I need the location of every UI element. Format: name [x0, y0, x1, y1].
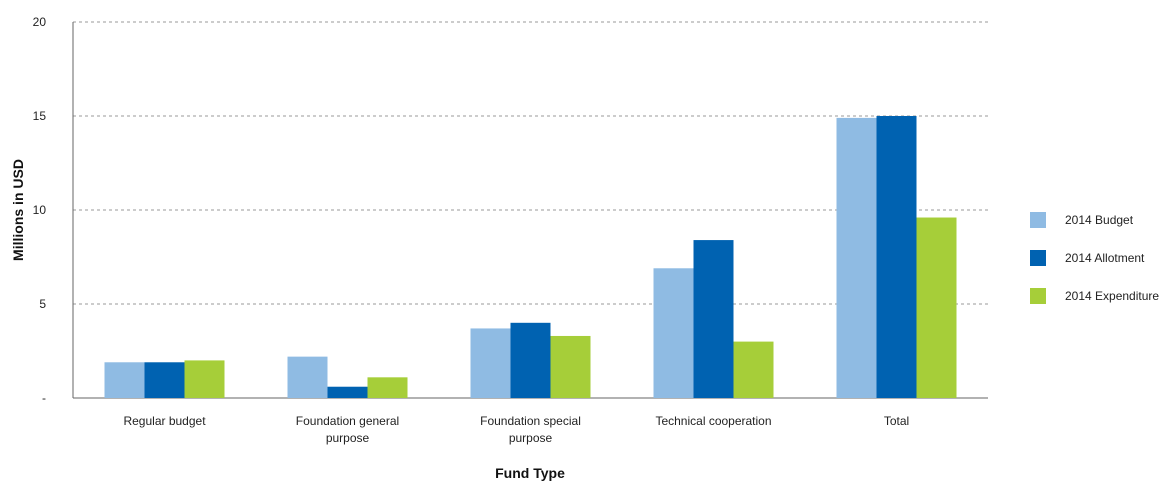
- bar: [916, 217, 957, 398]
- bar: [876, 116, 917, 398]
- bar: [470, 328, 511, 398]
- bar: [733, 341, 774, 398]
- bar: [550, 335, 591, 398]
- legend-label: 2014 Allotment: [1065, 251, 1145, 265]
- bar: [653, 268, 694, 398]
- x-tick-label-line: Total: [884, 414, 909, 428]
- bars: [104, 116, 957, 398]
- y-tick-label: -: [42, 391, 46, 405]
- y-tick-labels: - 5 10 15 20: [33, 15, 47, 405]
- bar: [287, 356, 328, 398]
- legend-label: 2014 Budget: [1065, 213, 1134, 227]
- x-tick-label: Regular budget: [123, 414, 206, 428]
- legend-swatch: [1030, 212, 1046, 228]
- x-tick-label: Technical cooperation: [655, 414, 771, 428]
- bar: [144, 362, 185, 398]
- legend: 2014 Budget 2014 Allotment 2014 Expenditur…: [1030, 212, 1159, 304]
- x-tick-label-line: purpose: [326, 431, 370, 445]
- x-tick-label-line: Regular budget: [123, 414, 206, 428]
- y-axis-title: Millions in USD: [10, 159, 26, 261]
- x-tick-label-line: purpose: [509, 431, 553, 445]
- legend-swatch: [1030, 250, 1046, 266]
- bar: [510, 322, 551, 398]
- x-tick-label-line: Foundation special: [480, 414, 581, 428]
- bar: [327, 386, 368, 398]
- y-tick-label: 5: [39, 297, 46, 311]
- x-tick-label-line: Technical cooperation: [655, 414, 771, 428]
- x-tick-label: Foundation special purpose: [480, 414, 581, 445]
- bar: [367, 377, 408, 398]
- bar: [836, 117, 877, 398]
- legend-label: 2014 Expenditure: [1065, 289, 1159, 303]
- x-tick-label-line: Foundation general: [296, 414, 399, 428]
- grid-lines: [73, 21, 988, 305]
- x-axis-title: Fund Type: [495, 465, 565, 481]
- x-tick-labels: Regular budget Foundation general purposeF…: [123, 414, 909, 445]
- y-tick-label: 20: [33, 15, 47, 29]
- bar: [104, 362, 145, 398]
- x-tick-label: Total: [884, 414, 909, 428]
- legend-swatch: [1030, 288, 1046, 304]
- y-tick-label: 10: [33, 203, 47, 217]
- x-tick-label: Foundation general purpose: [296, 414, 399, 445]
- y-tick-label: 15: [33, 109, 47, 123]
- bar: [693, 240, 734, 398]
- bar: [184, 360, 225, 398]
